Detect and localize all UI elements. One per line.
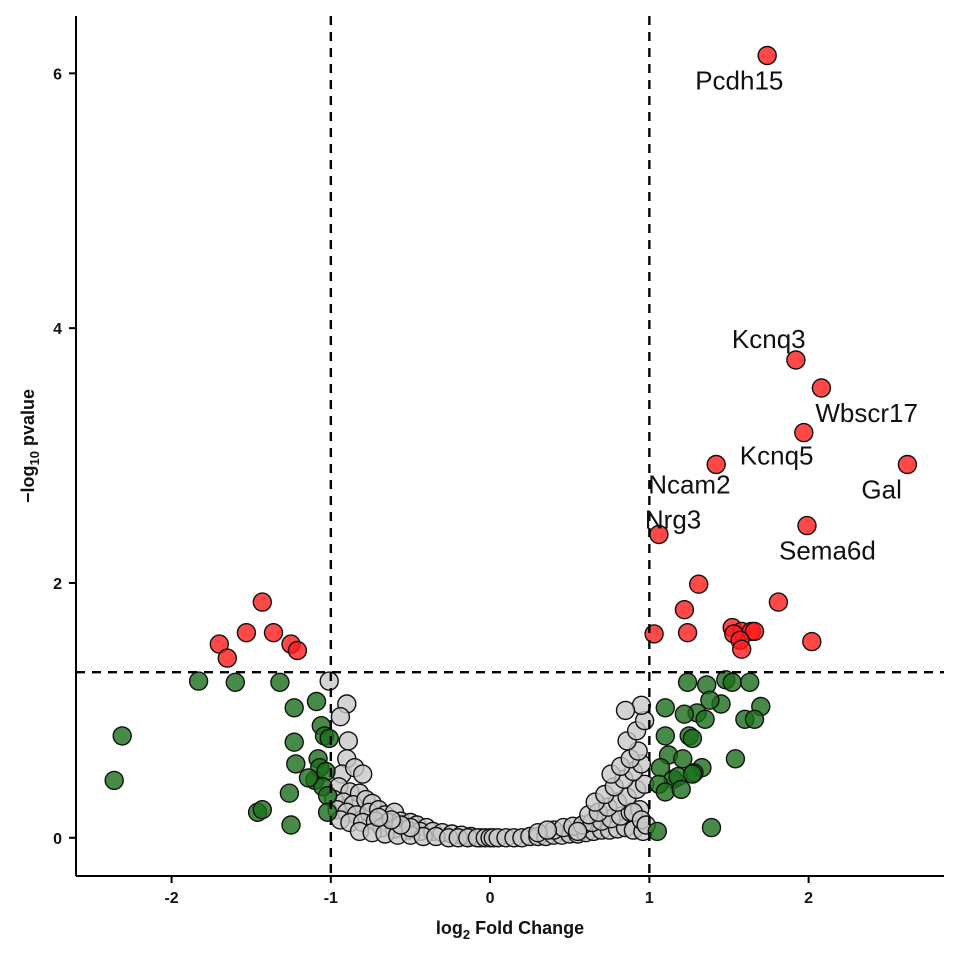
point-fc-only (252, 800, 272, 820)
point-fc-only (284, 732, 304, 752)
point-significant (744, 621, 765, 642)
point-not-significant (537, 820, 558, 840)
point-fc-only (725, 749, 746, 769)
x-tick-label: -1 (324, 890, 338, 907)
point-fc-only (740, 672, 760, 692)
point-significant (786, 350, 806, 370)
gene-label: Gal (861, 475, 901, 505)
point-fc-only (682, 764, 703, 784)
point-fc-only (674, 704, 695, 724)
x-tick-label: 2 (804, 890, 813, 907)
gene-label: Wbscr17 (815, 398, 918, 428)
point-fc-only (695, 709, 715, 729)
point-significant (689, 574, 709, 594)
y-tick-label: 4 (53, 321, 62, 338)
point-not-significant (353, 764, 373, 784)
gene-label: Ncam2 (648, 470, 730, 500)
point-fc-only (188, 671, 209, 691)
point-fc-only (319, 728, 339, 749)
point-fc-only (655, 698, 675, 718)
point-fc-only (744, 709, 765, 729)
x-tick-label: 0 (486, 890, 495, 907)
gene-label: Kcnq3 (732, 324, 806, 354)
y-axis-title: −log10 pvalue (18, 389, 42, 503)
point-not-significant (368, 807, 389, 828)
point-not-significant (338, 731, 358, 751)
x-axis-title: log2 Fold Change (436, 918, 584, 942)
point-fc-only (655, 726, 675, 746)
point-fc-only (225, 672, 246, 692)
points-layer (104, 45, 918, 848)
point-fc-only (286, 754, 306, 774)
axes (75, 16, 944, 877)
point-fc-only (284, 698, 304, 718)
point-not-significant (615, 700, 636, 721)
point-fc-only (270, 672, 290, 692)
x-tick-label: -2 (164, 890, 178, 907)
point-fc-only (281, 815, 301, 835)
ticks: -2 -1 0 1 2 0 2 4 6 (53, 66, 813, 907)
point-fc-only (701, 817, 722, 838)
point-not-significant (330, 707, 351, 727)
point-fc-only (673, 749, 693, 769)
point-fc-only (671, 779, 691, 800)
point-fc-only (647, 821, 667, 842)
gene-label: Kcnq5 (740, 441, 814, 471)
point-significant (897, 454, 918, 475)
y-tick-label: 0 (53, 831, 62, 848)
gene-label: Sema6d (779, 536, 876, 566)
gene-label: Nrg3 (645, 505, 701, 535)
point-fc-only (298, 768, 319, 788)
point-fc-only (682, 728, 703, 749)
point-fc-only (677, 672, 698, 692)
point-significant (757, 45, 777, 66)
point-significant (263, 623, 284, 643)
point-significant (802, 631, 822, 652)
point-significant (236, 623, 257, 643)
gene-label: Pcdh15 (695, 66, 783, 96)
point-fc-only (655, 782, 675, 802)
point-fc-only (279, 783, 300, 803)
x-tick-label: 1 (645, 890, 654, 907)
point-fc-only (112, 726, 132, 746)
point-fc-only (700, 690, 720, 710)
point-fc-only (104, 770, 124, 791)
point-significant (217, 648, 238, 668)
point-significant (732, 639, 752, 659)
y-tick-label: 2 (53, 576, 62, 593)
point-fc-only (722, 672, 742, 692)
point-fc-only (317, 786, 338, 806)
y-tick-label: 6 (53, 66, 62, 83)
point-significant (287, 640, 308, 661)
point-significant (674, 600, 695, 620)
point-significant (794, 422, 814, 443)
point-fc-only (306, 691, 327, 712)
point-not-significant (319, 671, 339, 691)
point-significant (811, 378, 832, 398)
point-significant (797, 515, 817, 536)
point-significant (768, 592, 789, 612)
point-significant (677, 623, 698, 643)
point-significant (706, 454, 726, 475)
threshold-lines (76, 16, 944, 876)
point-significant (644, 624, 664, 644)
point-not-significant (568, 821, 588, 842)
point-significant (252, 592, 272, 612)
point-fc-only (317, 802, 338, 822)
